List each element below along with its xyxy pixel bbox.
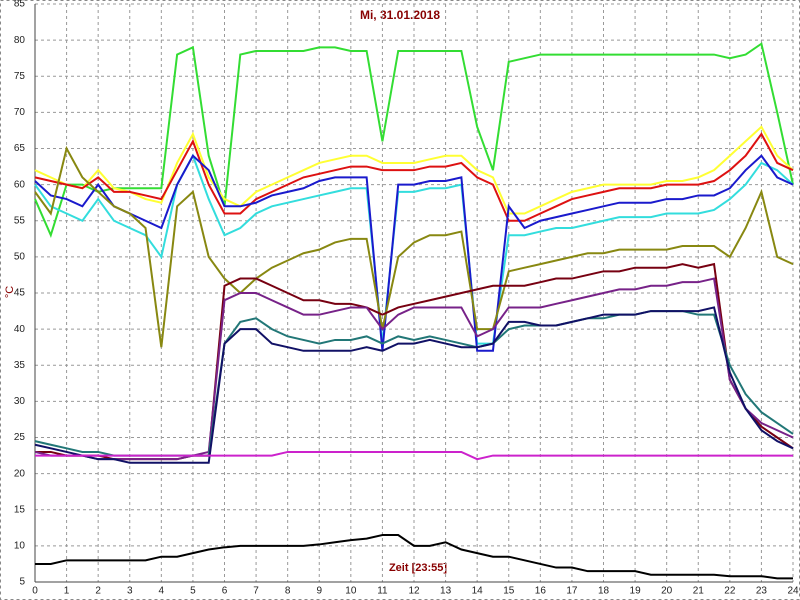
y-tick-label: 70 <box>14 107 26 118</box>
x-tick-label: 5 <box>190 586 196 597</box>
y-tick-label: 30 <box>14 396 26 407</box>
x-tick-label: 14 <box>472 586 484 597</box>
x-tick-label: 8 <box>285 586 291 597</box>
y-axis-label: °C <box>4 286 16 298</box>
y-tick-label: 5 <box>19 577 25 588</box>
x-tick-label: 9 <box>316 586 322 597</box>
x-tick-label: 1 <box>64 586 70 597</box>
x-tick-label: 2 <box>95 586 101 597</box>
x-tick-label: 12 <box>408 586 420 597</box>
x-tick-label: 6 <box>222 586 228 597</box>
series-line <box>35 450 793 461</box>
x-tick-label: 20 <box>661 586 673 597</box>
y-tick-label: 85 <box>14 0 26 10</box>
y-tick-label: 65 <box>14 143 26 154</box>
series-line <box>34 42 794 239</box>
series-line <box>34 145 794 348</box>
chart-title: Mi, 31.01.2018 <box>360 8 440 22</box>
x-axis-label: Zeit [23:55] <box>389 562 447 574</box>
y-tick-label: 40 <box>14 324 26 335</box>
x-tick-label: 18 <box>598 586 610 597</box>
x-tick-label: 16 <box>535 586 547 597</box>
x-tick-label: 7 <box>253 586 259 597</box>
x-tick-label: 4 <box>159 586 165 597</box>
x-tick-label: 17 <box>566 586 578 597</box>
series-line <box>34 277 794 461</box>
y-tick-label: 35 <box>14 360 26 371</box>
y-tick-label: 15 <box>14 504 26 515</box>
y-tick-label: 20 <box>14 468 26 479</box>
series-line <box>34 153 794 345</box>
x-tick-label: 3 <box>127 586 133 597</box>
x-tick-label: 13 <box>440 586 452 597</box>
x-tick-label: 0 <box>32 586 38 597</box>
y-tick-label: 75 <box>14 71 26 82</box>
x-tick-label: 24 <box>787 586 799 597</box>
y-tick-label: 50 <box>14 252 26 263</box>
y-tick-label: 60 <box>14 179 26 190</box>
series-line <box>35 534 793 580</box>
y-tick-label: 10 <box>14 541 26 552</box>
series-line <box>34 125 794 215</box>
y-tick-label: 45 <box>14 288 26 299</box>
series-line <box>34 306 794 464</box>
x-tick-label: 15 <box>503 586 515 597</box>
x-tick-label: 21 <box>693 586 705 597</box>
x-tick-label: 19 <box>630 586 642 597</box>
series-line <box>34 154 794 352</box>
x-tick-label: 22 <box>724 586 736 597</box>
x-tick-label: 23 <box>756 586 768 597</box>
y-tick-label: 25 <box>14 432 26 443</box>
y-tick-label: 80 <box>14 35 26 46</box>
x-tick-label: 11 <box>377 586 388 597</box>
x-tick-label: 10 <box>345 586 357 597</box>
series-line <box>34 132 794 222</box>
y-tick-label: 55 <box>14 215 26 226</box>
